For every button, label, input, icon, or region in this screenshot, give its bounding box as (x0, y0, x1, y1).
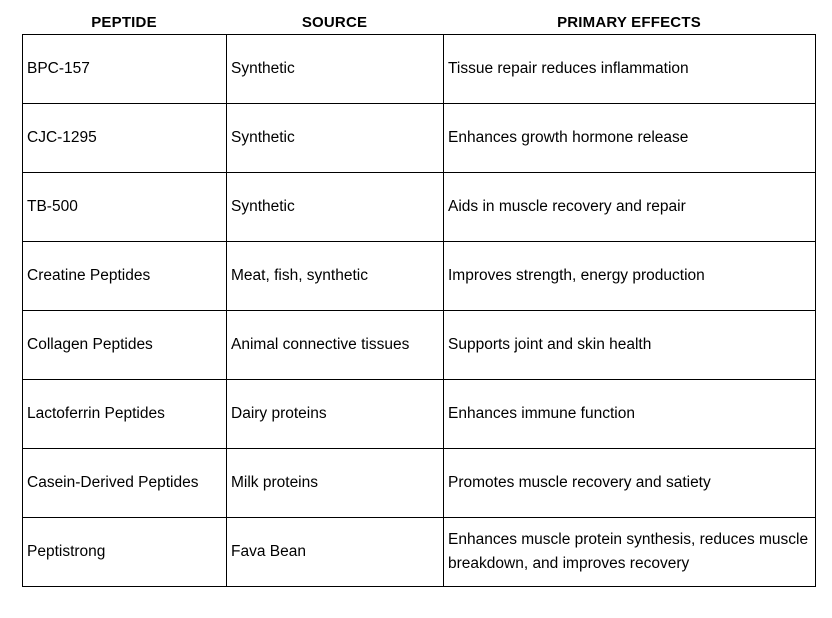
source-cell: Synthetic (226, 172, 444, 242)
effects-cell: Promotes muscle recovery and satiety (443, 448, 816, 518)
source-cell: Meat, fish, synthetic (226, 241, 444, 311)
effects-cell: Supports joint and skin health (443, 310, 816, 380)
peptide-cell: TB-500 (22, 172, 227, 242)
source-cell: Dairy proteins (226, 379, 444, 449)
table-row: Lactoferrin Peptides Dairy proteins Enha… (22, 379, 816, 449)
effects-cell: Improves strength, energy production (443, 241, 816, 311)
table-row: Collagen Peptides Animal connective tiss… (22, 310, 816, 380)
effects-cell: Aids in muscle recovery and repair (443, 172, 816, 242)
peptide-cell: Collagen Peptides (22, 310, 227, 380)
source-cell: Synthetic (226, 103, 444, 173)
table-header: PEPTIDE SOURCE PRIMARY EFFECTS (22, 13, 815, 33)
table-row: Casein-Derived Peptides Milk proteins Pr… (22, 448, 816, 518)
peptide-cell: Lactoferrin Peptides (22, 379, 227, 449)
table-row: Peptistrong Fava Bean Enhances muscle pr… (22, 517, 816, 587)
source-cell: Synthetic (226, 34, 444, 104)
column-header-primary-effects: PRIMARY EFFECTS (557, 14, 701, 31)
source-cell: Animal connective tissues (226, 310, 444, 380)
table-row: Creatine Peptides Meat, fish, synthetic … (22, 241, 816, 311)
source-cell: Milk proteins (226, 448, 444, 518)
column-header-peptide: PEPTIDE (91, 14, 157, 31)
effects-cell: Tissue repair reduces inflammation (443, 34, 816, 104)
peptide-cell: CJC-1295 (22, 103, 227, 173)
effects-cell: Enhances immune function (443, 379, 816, 449)
peptide-cell: Peptistrong (22, 517, 227, 587)
peptide-cell: Casein-Derived Peptides (22, 448, 227, 518)
table-row: CJC-1295 Synthetic Enhances growth hormo… (22, 103, 816, 173)
table-row: BPC-157 Synthetic Tissue repair reduces … (22, 34, 816, 104)
column-header-source: SOURCE (301, 14, 368, 31)
effects-cell: Enhances growth hormone release (443, 103, 816, 173)
source-cell: Fava Bean (226, 517, 444, 587)
peptide-cell: Creatine Peptides (22, 241, 227, 311)
peptide-cell: BPC-157 (22, 34, 227, 104)
effects-cell: Enhances muscle protein synthesis, reduc… (443, 517, 816, 587)
peptide-table: BPC-157 Synthetic Tissue repair reduces … (22, 34, 816, 587)
table-row: TB-500 Synthetic Aids in muscle recovery… (22, 172, 816, 242)
